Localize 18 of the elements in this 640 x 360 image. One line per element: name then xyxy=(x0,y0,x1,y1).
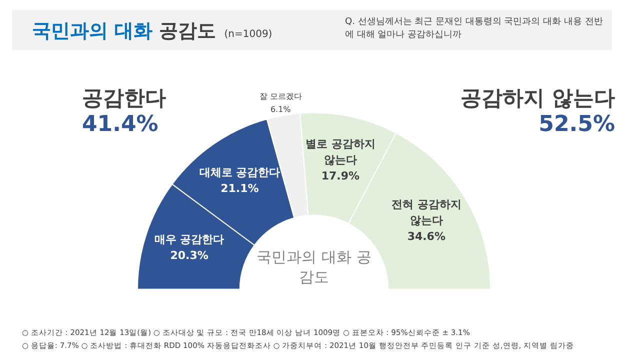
data-label: 20.3% xyxy=(170,248,208,262)
text: 국민과의 대화 공감도 xyxy=(256,247,372,287)
data-label: 17.9% xyxy=(321,169,360,182)
slice-label: 별로 공감하지 않는다 xyxy=(306,137,376,166)
text: 52.5% xyxy=(538,112,615,137)
chart-subtitle: (n=1009) xyxy=(224,29,272,40)
slice-label: 전혀 공감하지 않는다 xyxy=(391,198,462,228)
data-label: 34.6% xyxy=(407,230,446,244)
text: 공감한다 xyxy=(82,85,166,112)
slice-label: 대체로 공감한다 xyxy=(199,166,280,179)
slice-label: 잘 모르겠다 xyxy=(259,92,302,102)
text: 41.4% xyxy=(82,112,158,137)
slice-label: 매우 공감한다 xyxy=(154,232,224,246)
text: 공감하지 않는다 xyxy=(460,86,615,110)
chart-title: 국민과의 대화 공감도 xyxy=(32,20,216,42)
data-label: 6.1% xyxy=(270,105,292,114)
data-label: 21.1% xyxy=(220,182,259,195)
text: Q. 선생님께서는 최근 문재인 대통령의 국민과의 대화 내용 전반에 대해 얼마나 공감하십니까 xyxy=(345,16,604,42)
